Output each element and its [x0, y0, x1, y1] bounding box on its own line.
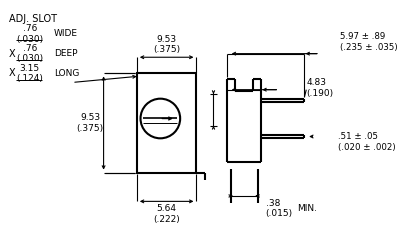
- Text: 3.15
(.124): 3.15 (.124): [16, 64, 43, 83]
- Text: .38
(.015): .38 (.015): [266, 199, 293, 218]
- Text: DEEP: DEEP: [54, 49, 78, 58]
- Text: X: X: [9, 49, 16, 59]
- Text: .76
(.030): .76 (.030): [16, 24, 43, 44]
- Text: .76
(.030): .76 (.030): [16, 44, 43, 63]
- Bar: [137, 74, 196, 172]
- Text: 5.64
(.222): 5.64 (.222): [153, 204, 180, 224]
- Text: WIDE: WIDE: [54, 29, 78, 38]
- Text: MIN.: MIN.: [297, 204, 317, 213]
- Text: .51 ± .05
(.020 ± .002): .51 ± .05 (.020 ± .002): [338, 132, 396, 152]
- Text: 4.83
(.190): 4.83 (.190): [306, 78, 333, 98]
- Text: 5.97 ± .89
(.235 ± .035): 5.97 ± .89 (.235 ± .035): [340, 32, 398, 52]
- Text: 9.53
(.375): 9.53 (.375): [153, 35, 180, 54]
- Text: 9.53
(.375): 9.53 (.375): [76, 113, 104, 133]
- Text: X: X: [9, 68, 16, 78]
- Text: ADJ. SLOT: ADJ. SLOT: [9, 14, 57, 24]
- Text: LONG: LONG: [54, 69, 80, 78]
- Circle shape: [140, 99, 180, 138]
